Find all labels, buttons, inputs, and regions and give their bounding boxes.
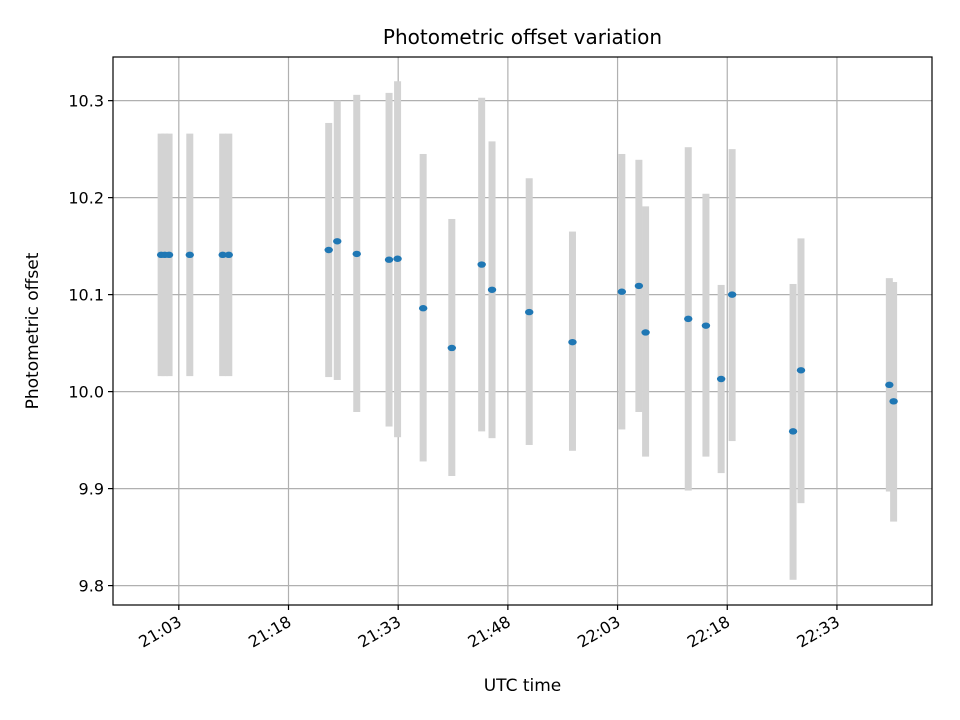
data-point	[617, 288, 627, 295]
data-point	[333, 238, 342, 245]
axes-frame	[112, 56, 933, 606]
y-tick-label: 10.3	[68, 92, 104, 111]
y-tick-label: 10.1	[68, 286, 104, 305]
data-point	[352, 250, 361, 258]
markers	[156, 238, 898, 435]
data-point	[393, 255, 402, 262]
data-point	[885, 381, 894, 389]
data-point	[727, 291, 737, 298]
y-tick-label: 10.0	[68, 383, 104, 402]
data-point	[788, 428, 798, 435]
y-tick-label: 9.8	[79, 577, 104, 596]
data-point	[684, 315, 693, 323]
data-point	[701, 322, 711, 329]
y-axis-label: Photometric offset	[23, 252, 43, 409]
y-tick-label: 9.9	[79, 480, 104, 499]
data-point	[525, 308, 534, 316]
data-point	[487, 286, 497, 293]
data-point	[634, 282, 644, 290]
data-point	[568, 338, 577, 346]
data-point	[224, 251, 233, 259]
data-point	[324, 246, 333, 254]
data-point	[418, 305, 428, 312]
x-axis-label: UTC time	[484, 676, 562, 696]
y-tick-label: 10.2	[68, 189, 104, 208]
data-point	[641, 329, 650, 336]
data-point	[218, 251, 227, 259]
data-point	[796, 367, 806, 374]
data-point	[185, 251, 194, 259]
data-point	[477, 261, 486, 268]
data-point	[447, 344, 457, 352]
chart-title: Photometric offset variation	[383, 25, 662, 49]
data-point	[164, 251, 174, 259]
y-ticks: 9.8 9.9 10.0 10.1 10.2 10.3	[68, 92, 113, 596]
data-point	[889, 398, 898, 405]
data-point	[384, 256, 394, 263]
data-point	[716, 375, 726, 383]
